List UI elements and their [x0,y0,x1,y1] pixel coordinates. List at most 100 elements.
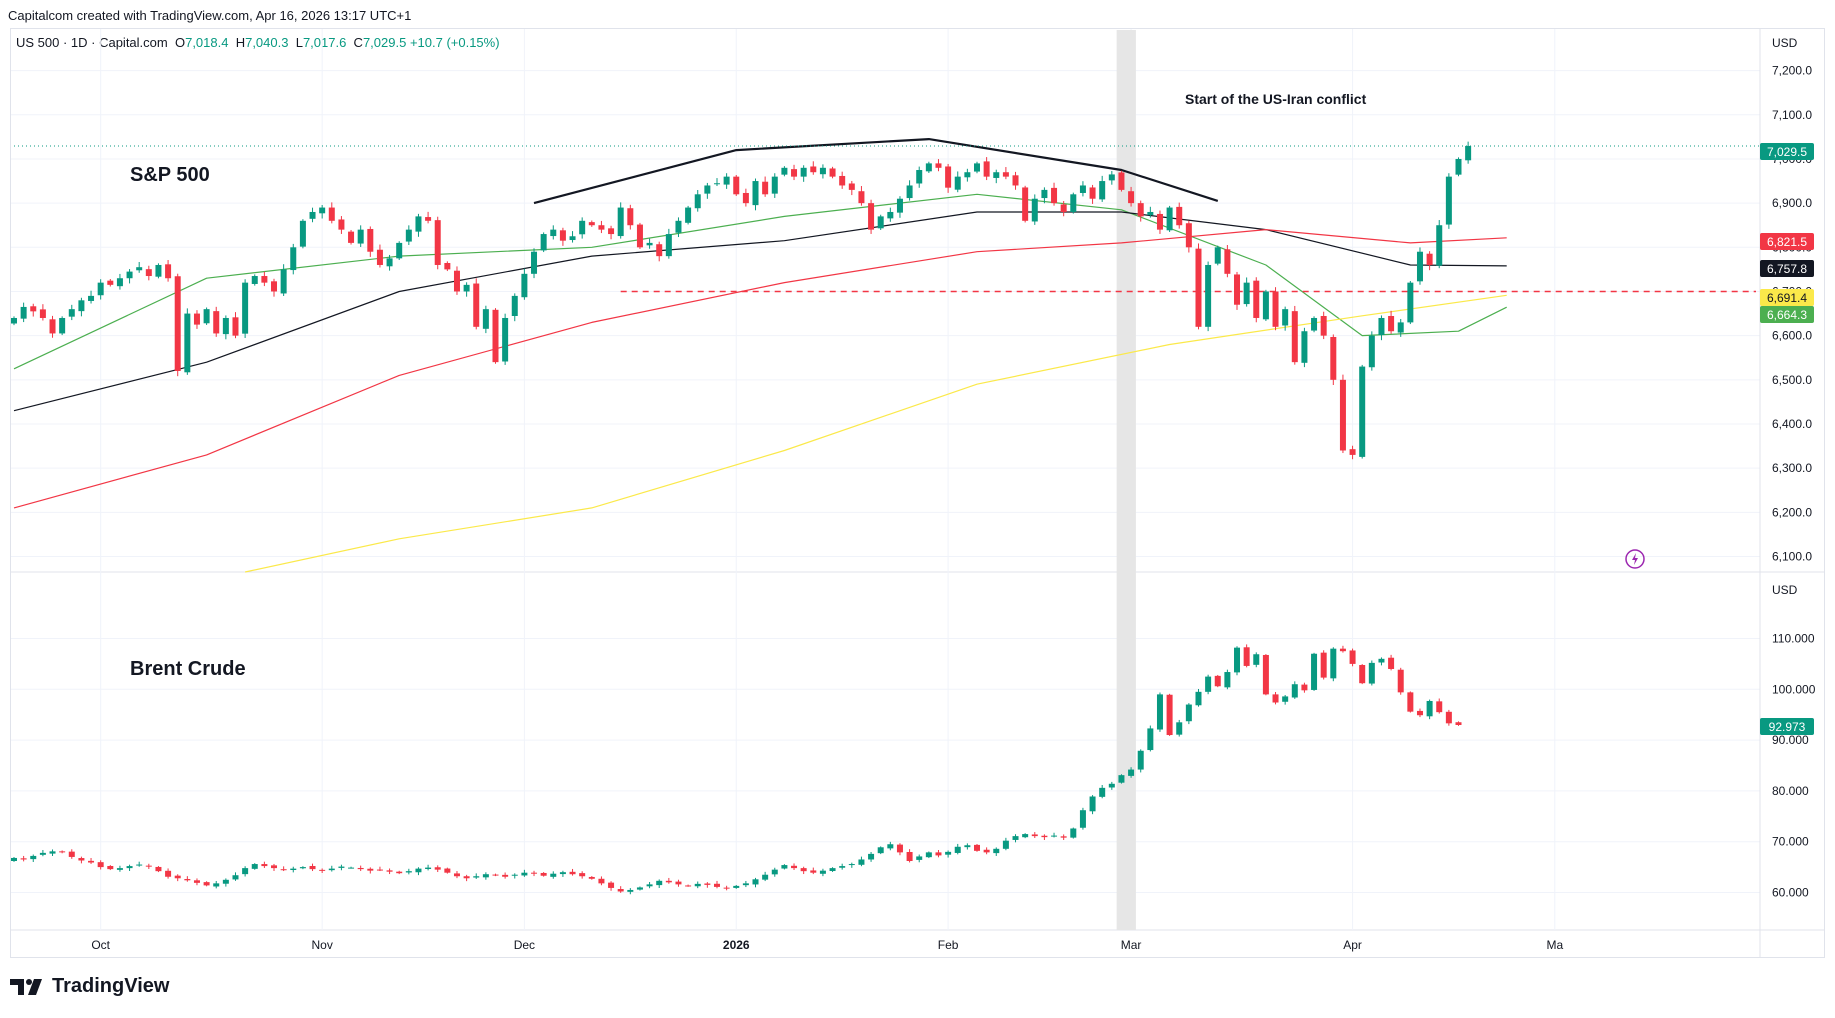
candle-body [839,175,846,186]
candle-body [357,229,364,244]
candle-body [771,176,778,194]
ma-yellow-tag: 6,691.4 [1760,289,1814,306]
candle-body [569,236,576,241]
candle-body [1051,187,1058,204]
candle-body [453,873,460,877]
candle-body [222,317,229,335]
candle-body [502,317,509,362]
candle-body [271,281,278,292]
candle-body [251,864,258,869]
candle-body [213,883,220,887]
candle-body [328,868,335,871]
candle-body [1291,684,1298,698]
candle-body [887,844,894,849]
candle-body [1089,796,1096,812]
candle-body [444,868,451,873]
tradingview-logo[interactable]: TradingView [10,975,169,998]
candle-body [935,852,942,856]
y-tick-label: 6,300.0 [1772,461,1812,475]
candle-body [781,167,788,175]
candle-body [280,869,287,871]
candle-body [1243,647,1250,666]
candle-body [1108,783,1115,788]
candle-body [733,885,740,888]
candle-body [1214,247,1221,264]
candle-body [511,295,518,316]
candle-body [935,163,942,168]
candle-body [1436,225,1443,266]
candle-body [1166,207,1173,231]
moving-average-line [244,294,1507,573]
candle-body [193,880,200,883]
candle-body [174,875,181,879]
candle-body [1176,722,1183,735]
candle-body [858,191,865,204]
candle-body [1330,648,1337,679]
candle-body [1070,828,1077,838]
candle-body [877,216,884,229]
candle-body [829,868,836,872]
candle-body [531,251,538,274]
candle-body [819,870,826,874]
candle-body [742,883,749,886]
candle-body [97,862,104,868]
candle-body [550,873,557,877]
candle-body [348,867,355,869]
last-price-tag: 7,029.5 [1760,143,1814,160]
conflict-highlight-band [1116,30,1136,930]
candle-body [49,319,56,334]
moving-average-line [13,193,1507,370]
candle-body [1445,176,1452,225]
candle-body [1128,769,1135,776]
grid [10,28,1825,958]
candle-body [1301,684,1308,691]
candle-body [59,317,66,334]
candle-body [694,883,701,887]
candle-body [608,228,615,235]
candle-body [136,267,143,271]
candle-body [791,865,798,869]
candle-body [1416,710,1423,716]
lightning-icon[interactable] [1625,549,1645,569]
brent-pane[interactable] [11,644,1462,895]
symbol-legend[interactable]: US 500 · 1D · Capital.com O7,018.4 H7,04… [16,35,500,50]
candle-body [232,317,239,336]
candle-body [1311,317,1318,331]
candle-body [945,166,952,188]
candle-body [1253,280,1260,318]
y-tick-label: 70.000 [1772,835,1809,849]
time-axis[interactable]: Oct Nov Dec 2026 Feb Mar Apr Ma [91,938,1563,952]
candle-body [887,211,894,219]
candle-body [675,220,682,233]
low-label: L [295,35,303,50]
candle-body [1349,650,1356,664]
candle-body [116,868,123,870]
candle-body [752,879,759,885]
sp500-pane[interactable] [10,138,1760,573]
candle-body [1262,654,1269,695]
trend-arc [533,138,1219,205]
candle-body [473,283,480,327]
x-tick-label: Ma [1546,938,1563,952]
candle-body [1089,187,1096,199]
price-axes[interactable]: 6,100.0 6,200.0 6,300.0 6,400.0 6,500.0 6,600… [1772,64,1816,900]
usd-label-top[interactable]: USD [1772,36,1798,50]
usd-label-bottom[interactable]: USD [1772,583,1798,597]
x-tick-label: Oct [91,938,110,952]
candle-body [290,868,297,871]
close-label: C [353,35,363,50]
y-tick-label: 6,500.0 [1772,373,1812,387]
candle-body [49,851,56,854]
candle-body [1330,336,1337,380]
candle-body [1108,174,1115,181]
candle-body [839,866,846,868]
candle-body [107,866,114,870]
candle-body [627,889,634,892]
candle-body [88,860,95,863]
candle-body [1359,366,1366,457]
candle-body [569,871,576,875]
y-tick-label: 6,600.0 [1772,329,1812,343]
candle-body [30,855,37,860]
candle-body [868,203,875,230]
